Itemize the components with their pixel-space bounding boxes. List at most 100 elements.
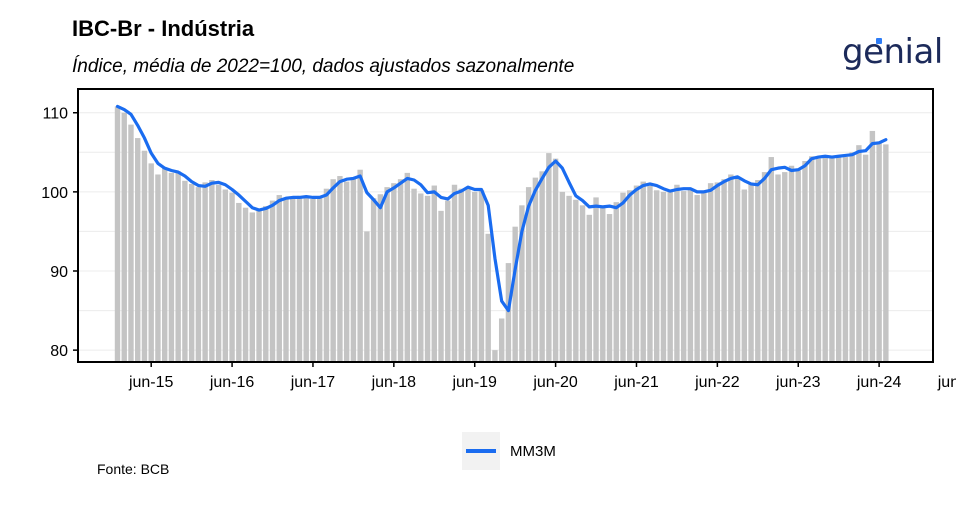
x-tick-label: jun-22 <box>694 374 740 391</box>
data-bar <box>458 188 464 362</box>
data-bar <box>310 198 316 362</box>
data-bar <box>330 179 336 362</box>
data-bar <box>357 169 363 362</box>
data-bar <box>114 106 121 362</box>
data-bar <box>276 195 282 362</box>
data-bar <box>613 202 619 362</box>
data-bar <box>714 182 721 362</box>
data-bar <box>579 205 586 362</box>
data-bar <box>573 199 579 362</box>
data-bar <box>323 188 330 362</box>
legend-line-icon <box>462 432 500 470</box>
data-bar <box>633 185 640 362</box>
legend: MM3M <box>462 432 556 470</box>
data-bar <box>175 171 181 362</box>
data-bar <box>552 158 559 362</box>
data-bar <box>505 263 512 362</box>
data-bar <box>687 189 694 362</box>
data-bar <box>883 144 889 362</box>
data-bar <box>593 197 599 362</box>
data-bar <box>195 187 202 362</box>
data-bar <box>802 161 808 362</box>
data-bar <box>263 206 269 362</box>
data-bar <box>155 174 161 362</box>
x-tick-label: jun-15 <box>128 374 174 391</box>
data-bar <box>478 190 485 362</box>
data-bar <box>620 192 626 362</box>
data-bar <box>869 130 876 362</box>
data-bar <box>512 226 518 362</box>
y-tick-label: 80 <box>50 343 68 360</box>
data-bar <box>680 191 687 362</box>
line-layer <box>115 104 888 313</box>
data-bar <box>148 163 154 362</box>
data-bar <box>397 179 404 362</box>
bars-layer <box>114 106 889 363</box>
data-bar <box>498 318 505 362</box>
data-bar <box>829 155 835 362</box>
data-bar <box>734 177 741 362</box>
x-tick-label: jun-16 <box>209 374 255 391</box>
data-bar <box>168 172 175 362</box>
source-note: Fonte: BCB <box>97 461 170 477</box>
x-tick-label: jun-20 <box>532 374 578 391</box>
x-tick-label: jun-19 <box>451 374 497 391</box>
data-bar <box>128 124 134 362</box>
data-bar <box>424 195 431 362</box>
chart-title: IBC-Br - Indústria <box>72 16 255 41</box>
data-bar <box>755 180 761 362</box>
data-bar <box>707 183 714 362</box>
genial-logo: genial <box>842 32 943 72</box>
data-bar <box>411 188 417 362</box>
data-bar <box>566 195 572 362</box>
data-bar <box>559 191 566 362</box>
data-bar <box>627 190 633 362</box>
data-bar <box>519 205 525 362</box>
data-bar <box>809 156 815 362</box>
data-bar <box>135 138 141 362</box>
data-bar <box>815 158 822 362</box>
data-bar <box>586 214 592 362</box>
data-bar <box>377 194 384 362</box>
data-bar <box>343 181 350 362</box>
y-tick-label: 110 <box>42 106 68 123</box>
data-bar <box>121 112 127 363</box>
data-bar <box>445 200 451 362</box>
data-bar <box>182 180 188 362</box>
data-bar <box>317 196 323 362</box>
data-bar <box>728 174 734 362</box>
x-tick-label: jun-21 <box>613 374 659 391</box>
data-bar <box>222 189 229 362</box>
data-bar <box>215 184 222 362</box>
data-bar <box>775 174 781 362</box>
data-bar <box>209 180 215 362</box>
data-bar <box>451 184 458 362</box>
data-bar <box>465 187 471 362</box>
data-bar <box>761 172 768 362</box>
data-bar <box>532 177 539 362</box>
data-bar <box>290 197 296 362</box>
data-bar <box>849 152 855 362</box>
data-bar <box>337 176 343 362</box>
data-bar <box>748 183 754 362</box>
data-bar <box>647 183 653 362</box>
data-bar <box>296 195 303 362</box>
data-bar <box>404 172 411 362</box>
data-bar <box>674 184 680 362</box>
data-bar <box>660 191 667 362</box>
data-bar <box>842 157 849 362</box>
data-bar <box>600 207 606 362</box>
data-bar <box>640 181 646 362</box>
data-bar <box>721 179 727 362</box>
data-bar <box>384 187 390 362</box>
data-bar <box>242 207 249 362</box>
data-bar <box>606 214 613 362</box>
data-bar <box>249 212 255 362</box>
data-bar <box>161 168 168 362</box>
data-bar <box>438 210 444 362</box>
data-bar <box>701 191 707 362</box>
x-tick-label: jun-18 <box>371 374 417 391</box>
data-bar <box>256 210 262 362</box>
data-bar <box>694 195 700 362</box>
